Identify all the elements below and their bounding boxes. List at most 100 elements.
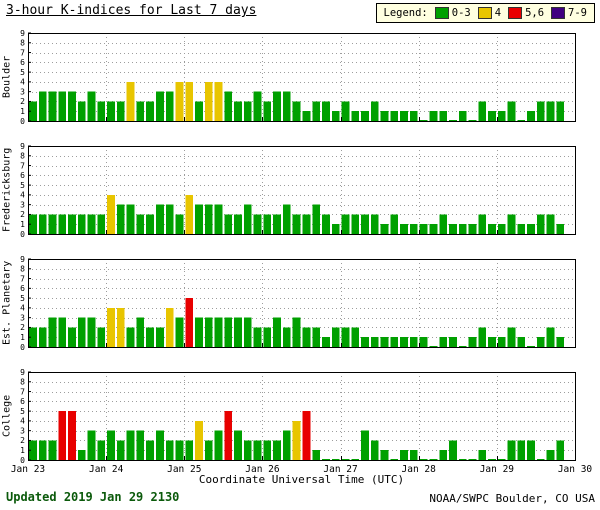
k-index-bar — [116, 440, 125, 460]
k-index-bar — [400, 224, 408, 234]
k-index-bar — [380, 337, 389, 347]
k-index-bar — [195, 204, 203, 234]
k-index-bar — [204, 204, 213, 234]
k-index-bar — [282, 327, 291, 347]
legend-swatch-0 — [434, 7, 449, 19]
k-index-bar — [429, 224, 438, 234]
k-index-bar — [234, 101, 242, 121]
legend-items: 0-3 4 5,6 7-9 — [434, 7, 587, 19]
k-index-bar — [214, 430, 223, 460]
y-tick-label: 6 — [20, 284, 25, 293]
y-tick-label: 6 — [20, 58, 25, 67]
k-index-bar — [58, 317, 67, 347]
k-index-bar — [292, 214, 301, 234]
k-index-bar — [400, 450, 408, 460]
k-index-bar — [116, 101, 125, 121]
k-index-bar — [546, 450, 555, 460]
k-index-bar — [468, 224, 477, 234]
k-index-bar — [263, 101, 272, 121]
legend-label: Legend: — [383, 7, 428, 19]
k-index-bar — [263, 214, 272, 234]
station-label-est-planetary: Est. Planetary — [1, 260, 13, 346]
k-index-bar — [273, 440, 281, 460]
k-index-bar — [253, 214, 262, 234]
k-index-bar — [214, 81, 223, 121]
k-index-bar — [400, 111, 408, 121]
k-index-bar — [536, 214, 545, 234]
k-index-bar — [175, 81, 184, 121]
k-index-bar — [234, 214, 242, 234]
k-index-bar — [155, 204, 164, 234]
k-index-bar — [409, 224, 418, 234]
k-index-bar — [449, 120, 457, 121]
x-tick-label: Jan 30 — [558, 464, 593, 475]
k-index-bar — [331, 459, 340, 460]
k-index-bar — [107, 101, 115, 121]
k-index-bar — [214, 204, 223, 234]
k-index-bar — [146, 214, 154, 234]
k-index-bar — [107, 194, 115, 234]
k-index-bar — [107, 430, 115, 460]
k-index-bar — [458, 111, 467, 121]
k-index-bar — [331, 327, 340, 347]
y-tick-label: 9 — [20, 255, 25, 264]
legend-item-5-6: 5,6 — [508, 7, 544, 19]
k-index-bar — [282, 430, 291, 460]
k-index-bar — [370, 337, 379, 347]
k-index-bar — [380, 450, 389, 460]
x-axis-title: Coordinate Universal Time (UTC) — [198, 473, 405, 486]
y-tick-label: 0 — [20, 456, 25, 465]
k-index-bar — [234, 317, 242, 347]
station-label-boulder: Boulder — [1, 55, 13, 99]
k-index-bar — [409, 337, 418, 347]
k-index-bar — [517, 224, 526, 234]
k-index-bar — [185, 81, 194, 121]
updated-value: 2019 Jan 29 2130 — [63, 490, 180, 504]
k-index-bar — [224, 317, 233, 347]
legend-swatch-2 — [508, 7, 523, 19]
k-index-bar — [370, 440, 379, 460]
y-tick-label: 3 — [20, 87, 25, 96]
k-index-bar — [468, 459, 477, 460]
k-index-bar — [77, 101, 86, 121]
k-index-bar — [517, 337, 526, 347]
y-tick-label: 0 — [20, 230, 25, 239]
k-index-bar — [331, 111, 340, 121]
k-index-bar — [361, 430, 369, 460]
k-index-bar — [165, 307, 174, 347]
k-index-bar — [302, 111, 311, 121]
k-index-bar — [195, 317, 203, 347]
k-index-bar — [97, 440, 106, 460]
k-index-bar — [419, 120, 428, 121]
k-index-bar — [536, 459, 545, 460]
y-tick-label: 4 — [20, 417, 25, 426]
y-tick-label: 0 — [20, 343, 25, 352]
k-index-bar — [107, 307, 115, 347]
k-index-bar — [243, 317, 252, 347]
k-index-bar — [488, 111, 496, 121]
k-index-bar — [322, 101, 330, 121]
updated-label: Updated — [6, 490, 57, 504]
k-index-bar — [116, 307, 125, 347]
k-index-bar — [273, 91, 281, 121]
k-index-bar — [507, 440, 516, 460]
k-index-bar — [292, 420, 301, 460]
k-index-bar — [29, 327, 37, 347]
k-index-bar — [48, 91, 57, 121]
k-index-bar — [126, 81, 135, 121]
k-index-bar — [497, 459, 506, 460]
k-index-bar — [497, 337, 506, 347]
k-index-bar — [380, 224, 389, 234]
k-index-bar — [458, 224, 467, 234]
legend: Legend: 0-3 4 5,6 7-9 — [375, 3, 595, 23]
k-index-bar — [341, 101, 350, 121]
k-index-bar — [243, 204, 252, 234]
y-tick-label: 1 — [20, 220, 25, 229]
x-tick-label: Jan 29 — [480, 464, 515, 475]
y-tick-label: 9 — [20, 368, 25, 377]
k-index-bar — [68, 411, 76, 460]
k-index-bar — [341, 327, 350, 347]
k-index-bar — [48, 317, 57, 347]
k-index-bar — [146, 101, 154, 121]
y-tick-label: 8 — [20, 378, 25, 387]
